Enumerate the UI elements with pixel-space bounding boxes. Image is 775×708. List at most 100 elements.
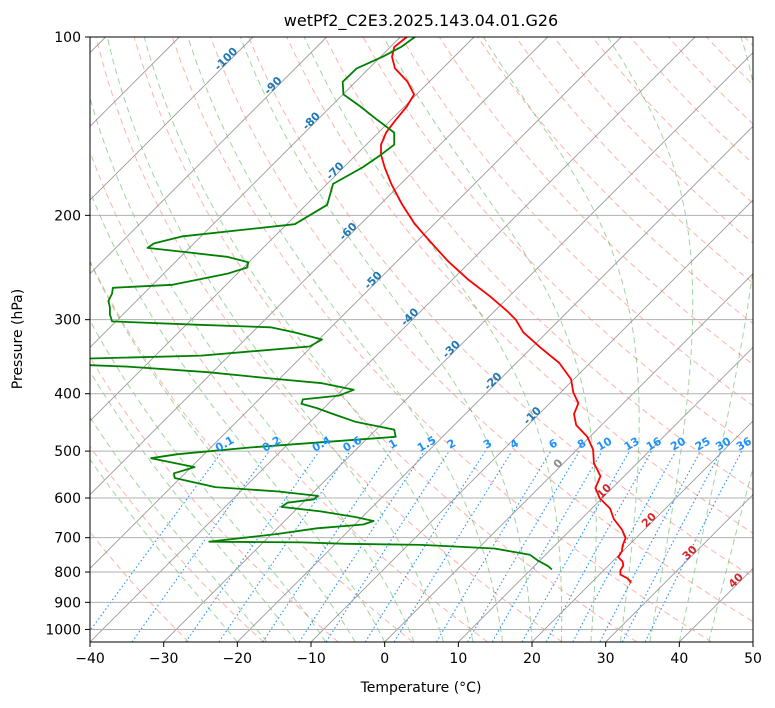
moist-adiabat-line — [187, 37, 503, 642]
isotherm-line — [531, 420, 753, 642]
isotherm-line — [90, 37, 254, 201]
dewpoint-line — [90, 37, 553, 571]
isotherm-line — [90, 37, 327, 275]
isotherm-label: 20 — [639, 510, 659, 530]
mixing-ratio-label: 6 — [547, 436, 560, 451]
mixing-ratio-label: 3 — [481, 437, 494, 452]
mixing-ratio-line — [521, 450, 630, 642]
dry-adiabat-line — [171, 37, 712, 642]
isotherm-line — [237, 125, 753, 642]
x-axis-label: Temperature (°C) — [360, 680, 482, 696]
mixing-ratio-line — [545, 450, 653, 642]
y-axis-label: Pressure (hPa) — [10, 289, 26, 389]
y-tick-label: 700 — [54, 531, 81, 547]
dry-adiabat-line — [90, 150, 488, 642]
isotherm-line — [605, 494, 753, 642]
moist-adiabat-line — [90, 458, 238, 642]
y-tick-label: 400 — [54, 387, 81, 403]
mixing-ratio-label: 36 — [734, 434, 754, 453]
plot-area: -100-90-80-70-60-50-40-30-20-10010203040… — [90, 37, 754, 642]
x-tick-label: −20 — [223, 651, 253, 667]
x-axis-ticks: −40 −30 −20 −10 0 10 20 30 40 50 — [75, 642, 762, 667]
dry-adiabat-line — [90, 259, 414, 642]
y-axis-ticks: 100 200 300 400 500 600 700 800 900 1000 — [45, 30, 90, 638]
dry-adiabat-line — [90, 445, 264, 642]
isotherm-label: -10 — [521, 404, 544, 427]
dry-adiabats — [90, 37, 753, 642]
moist-adiabat-line — [90, 260, 356, 642]
mixing-ratio-line — [131, 450, 270, 642]
dry-adiabat-line — [324, 37, 753, 491]
moist-adiabat-line — [607, 37, 694, 642]
mixing-ratio-line — [393, 450, 513, 642]
isotherm-label: -20 — [481, 370, 504, 393]
mixing-ratio-line — [262, 450, 392, 642]
dry-adiabat-line — [95, 37, 563, 642]
mixing-ratio-line — [572, 450, 677, 642]
y-tick-label: 600 — [54, 491, 81, 507]
moist-adiabat-line — [303, 37, 563, 642]
isotherm-line — [90, 37, 696, 642]
isotherm-label: -50 — [361, 269, 384, 292]
y-tick-label: 900 — [54, 595, 81, 611]
isotherm-line — [458, 346, 753, 642]
x-tick-label: 50 — [744, 651, 762, 667]
y-tick-label: 200 — [54, 208, 81, 224]
mixing-ratio-label: 2 — [445, 437, 458, 452]
isotherm-label: 40 — [726, 570, 746, 590]
isotherm-line — [384, 273, 753, 642]
isotherms — [90, 37, 753, 642]
sounding-series — [90, 37, 632, 584]
mixing-ratio-line — [599, 450, 701, 642]
x-tick-label: −40 — [75, 651, 105, 667]
isotherm-label: -60 — [337, 220, 360, 243]
moist-adiabat-line — [143, 37, 474, 642]
chart-title: wetPf2_C2E3.2025.143.04.01.G26 — [284, 11, 558, 31]
moist-adiabat-line — [106, 37, 445, 642]
isotherm-label: -80 — [300, 109, 323, 132]
y-tick-label: 300 — [54, 313, 81, 329]
dry-adiabat-line — [553, 37, 753, 244]
y-tick-label: 500 — [54, 444, 81, 460]
y-tick-label: 100 — [54, 30, 81, 46]
isotherm-label: -90 — [261, 74, 284, 97]
moist-adiabat-line — [90, 319, 327, 642]
moist-adiabat-line — [90, 370, 297, 642]
mixing-ratio-line — [298, 450, 425, 642]
mixing-ratio-line — [185, 450, 320, 642]
isotherm-line — [90, 37, 548, 496]
moist-adiabat-line — [90, 416, 268, 642]
isotherm-line — [752, 641, 753, 642]
dry-adiabat-line — [515, 37, 753, 284]
isotherm-line — [90, 37, 475, 422]
pressure-gridlines — [90, 37, 753, 630]
dry-adiabat-line — [248, 37, 753, 578]
mixing-ratio-label: 4 — [508, 436, 521, 451]
mixing-ratio-lines — [90, 450, 743, 642]
moist-adiabat-line — [482, 37, 640, 642]
plot-frame — [89, 36, 754, 643]
x-tick-label: 0 — [380, 651, 389, 667]
mixing-ratio-line — [325, 450, 450, 642]
isotherm-label: -100 — [212, 44, 241, 73]
dry-adiabat-line — [90, 356, 339, 642]
mixing-ratio-label: 1 — [386, 437, 399, 452]
x-tick-label: −10 — [296, 651, 326, 667]
x-tick-label: 30 — [597, 651, 615, 667]
x-tick-label: −30 — [149, 651, 179, 667]
x-tick-label: 40 — [670, 651, 688, 667]
moist-adiabat-line — [239, 37, 533, 642]
mixing-ratio-line — [467, 450, 580, 642]
dry-adiabat-line — [286, 37, 753, 534]
moist-adiabat-line — [708, 466, 753, 642]
mixing-ratio-line — [644, 450, 743, 642]
y-tick-label: 800 — [54, 565, 81, 581]
dry-adiabat-line — [133, 37, 638, 642]
isotherm-line — [163, 52, 753, 642]
moist-adiabat-line — [90, 189, 386, 642]
isotherm-line — [90, 37, 401, 348]
mixing-ratio-line — [90, 450, 223, 632]
mixing-ratio-line — [218, 450, 351, 642]
temperature-line — [380, 37, 632, 584]
